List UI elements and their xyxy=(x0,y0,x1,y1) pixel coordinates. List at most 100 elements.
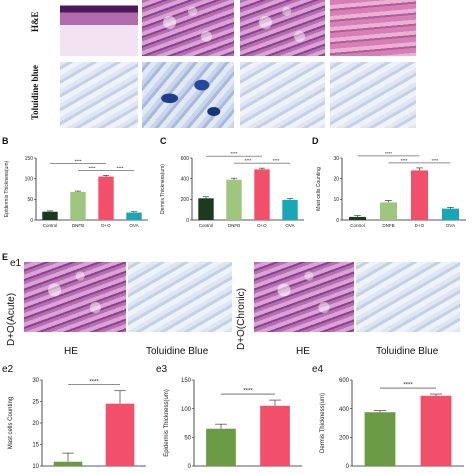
significance-label: **** xyxy=(403,383,413,389)
chart-mast-cells: 0 10 20 30 Mast cells Counting Control DNFB D+O… xyxy=(316,151,466,228)
y-tick-label: 0 xyxy=(30,218,33,224)
y-tick-label: 30 xyxy=(32,378,39,384)
panel-label-e: E xyxy=(2,252,9,262)
y-tick-label: 0 xyxy=(346,464,350,470)
label-chronic: D+O(Chronic) xyxy=(236,288,247,350)
chart-epidermis-thickness: 0 50 100 150 Epidermis Thickness(um) Control D… xyxy=(4,156,148,228)
micrograph-he-dnfb xyxy=(142,0,234,56)
bar xyxy=(42,211,58,220)
bar xyxy=(198,198,214,220)
bar xyxy=(348,216,367,220)
micrograph-acute-he xyxy=(24,262,126,332)
y-axis-label: Dermis Thickness(um) xyxy=(160,164,166,214)
y-tick-label: 10 xyxy=(333,197,339,203)
y-axis-label: Mast cells Counting xyxy=(8,397,14,449)
x-tick-label: D+O xyxy=(415,223,425,228)
bar xyxy=(105,403,135,466)
y-tick-label: 0 xyxy=(186,218,189,224)
x-tick-label: DNFB xyxy=(228,223,240,228)
y-tick-label: 20 xyxy=(32,421,39,427)
x-tick-label: OVA xyxy=(285,223,294,228)
chart-dermis-thickness: 0 200 400 600 Dermis Thickness(um) Control DNF… xyxy=(160,151,304,228)
caption-tb-chronic: Toluidine Blue xyxy=(376,346,439,357)
x-tick-label: D+O xyxy=(257,223,267,228)
bar xyxy=(126,212,142,220)
y-tick-label: 50 xyxy=(184,435,191,441)
micrograph-tb-dnfb xyxy=(142,62,234,128)
panel-label-e1: e1 xyxy=(10,258,22,269)
bar xyxy=(379,202,398,220)
bar xyxy=(441,208,460,220)
y-tick-label: 100 xyxy=(25,176,34,182)
x-tick-label: Control xyxy=(350,223,365,228)
y-tick-label: 600 xyxy=(181,156,190,162)
y-tick-label: 600 xyxy=(339,378,350,384)
micrograph-he-control xyxy=(60,0,138,56)
significance-label: **** xyxy=(385,151,392,156)
bar xyxy=(364,412,396,466)
caption-tb-acute: Toluidine Blue xyxy=(146,346,209,357)
y-axis-label: Dermis Thickness(um) xyxy=(320,393,326,453)
panel-label-e3: e3 xyxy=(156,364,168,375)
micrograph-tb-control xyxy=(60,62,138,128)
row-label-he: H&E xyxy=(30,11,40,32)
bar xyxy=(98,176,114,220)
panel-label-c: C xyxy=(160,136,167,146)
micrograph-he-ova xyxy=(330,0,416,56)
significance-label: **** xyxy=(244,158,251,163)
significance-label: **** xyxy=(272,158,279,163)
micrograph-tb-ova xyxy=(330,62,416,128)
significance-label: **** xyxy=(89,379,99,385)
bar xyxy=(70,191,86,220)
bar xyxy=(420,395,452,466)
y-axis-label: Epidermis Thickness(um) xyxy=(4,161,10,218)
panel-label-b: B xyxy=(2,136,9,146)
x-tick-label: OVA xyxy=(446,223,455,228)
x-tick-label: D+O xyxy=(101,223,111,228)
caption-he-chronic: HE xyxy=(296,346,310,357)
significance-label: **** xyxy=(88,165,95,170)
y-tick-label: 20 xyxy=(333,176,339,182)
y-tick-label: 400 xyxy=(181,176,190,182)
y-tick-label: 15 xyxy=(32,443,39,449)
bar xyxy=(53,461,83,466)
panel-label-e2: e2 xyxy=(2,364,14,375)
micrograph-chronic-he xyxy=(254,262,354,332)
label-acute: D+O(Acute) xyxy=(6,292,17,346)
y-axis-label: Mast cells Counting xyxy=(316,167,322,211)
y-tick-label: 50 xyxy=(27,197,33,203)
x-tick-label: Control xyxy=(43,223,58,228)
y-tick-label: 100 xyxy=(181,407,192,413)
caption-he-acute: HE xyxy=(64,346,78,357)
y-tick-label: 30 xyxy=(333,156,339,162)
significance-label: **** xyxy=(431,158,438,163)
y-tick-label: 400 xyxy=(339,407,350,413)
bar xyxy=(226,179,242,220)
x-tick-label: DNFB xyxy=(382,223,394,228)
micrograph-acute-tb xyxy=(128,262,232,332)
y-tick-label: 25 xyxy=(32,400,39,406)
micrograph-tb-do xyxy=(240,62,325,128)
bar xyxy=(254,169,270,220)
x-tick-label: OVA xyxy=(129,223,138,228)
y-tick-label: 150 xyxy=(181,378,192,384)
chart-e3-epidermis: 0 50 100 150 Epidermis Thickness(um) **** xyxy=(164,378,302,470)
y-tick-label: 200 xyxy=(181,197,190,203)
chart-e2-mast-cells: 10 15 20 25 30 Mast cells Counting **** xyxy=(8,378,146,470)
micrograph-chronic-tb xyxy=(356,262,460,332)
x-tick-label: DNFB xyxy=(72,223,84,228)
y-tick-label: 200 xyxy=(339,435,350,441)
panel-label-e4: e4 xyxy=(312,364,324,375)
y-tick-label: 10 xyxy=(32,464,39,470)
y-axis-label: Epidermis Thickness(um) xyxy=(164,389,170,457)
significance-label: **** xyxy=(116,165,123,170)
bar xyxy=(260,405,290,466)
row-label-toluidine: Toluidine blue xyxy=(30,65,40,120)
significance-label: **** xyxy=(243,389,253,395)
y-tick-label: 0 xyxy=(336,218,339,224)
x-tick-label: Control xyxy=(199,223,214,228)
bar xyxy=(206,428,236,466)
micrograph-he-do xyxy=(240,0,325,56)
significance-label: **** xyxy=(230,151,237,156)
y-tick-label: 0 xyxy=(188,464,192,470)
